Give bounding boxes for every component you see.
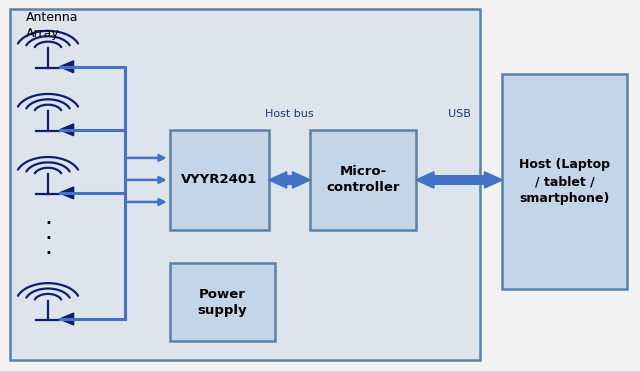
Bar	[170, 263, 275, 341]
Text: ·: ·	[44, 213, 52, 236]
Text: Power
supply: Power supply	[198, 288, 247, 317]
Polygon shape	[484, 172, 502, 188]
Polygon shape	[292, 172, 310, 188]
Bar	[10, 9, 480, 360]
Polygon shape	[269, 172, 287, 188]
Text: VYYR2401: VYYR2401	[181, 173, 257, 187]
Text: ·: ·	[44, 227, 52, 251]
Text: Antenna
Array: Antenna Array	[26, 11, 78, 40]
Polygon shape	[60, 124, 74, 136]
Bar	[310, 130, 416, 230]
Bar	[170, 130, 269, 230]
Bar	[434, 175, 484, 185]
Polygon shape	[416, 172, 434, 188]
Bar	[287, 175, 292, 185]
Text: Micro-
controller: Micro- controller	[326, 165, 400, 194]
Polygon shape	[60, 187, 74, 199]
Polygon shape	[60, 313, 74, 325]
Polygon shape	[60, 61, 74, 73]
Text: USB: USB	[448, 109, 470, 119]
Text: Host bus: Host bus	[266, 109, 314, 119]
Bar	[502, 74, 627, 289]
Text: Host (Laptop
/ tablet /
smartphone): Host (Laptop / tablet / smartphone)	[519, 158, 611, 205]
Text: ·: ·	[44, 242, 52, 266]
